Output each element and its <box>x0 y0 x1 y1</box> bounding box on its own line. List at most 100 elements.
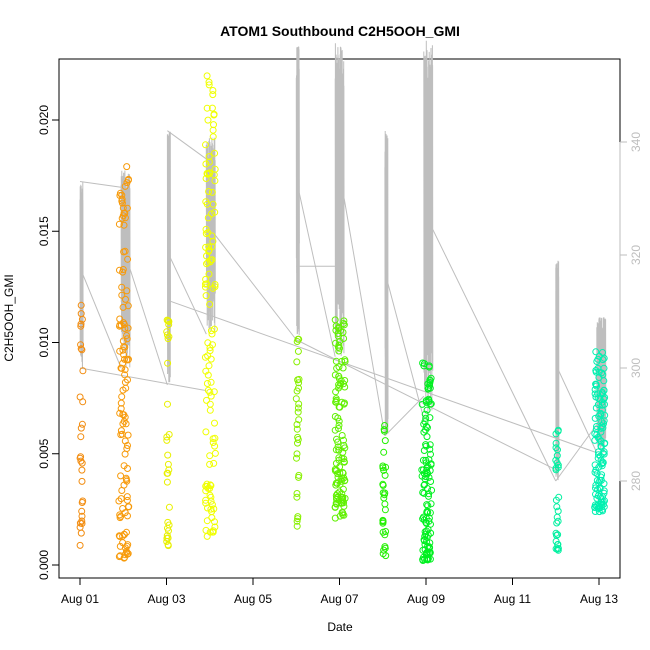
data-point <box>204 229 212 237</box>
data-point <box>293 517 301 525</box>
altitude-spikes <box>334 43 345 356</box>
data-point <box>420 481 428 489</box>
data-point <box>125 355 132 363</box>
data-point <box>598 369 606 377</box>
data-point <box>424 502 432 510</box>
data-point <box>424 543 432 551</box>
data-point <box>202 198 210 206</box>
data-point <box>427 450 434 458</box>
altitude-connector <box>555 424 598 482</box>
altitude-spikes <box>384 130 389 436</box>
data-point <box>422 441 430 449</box>
y2-axis: 280 300 320 340 <box>619 132 643 491</box>
data-point <box>76 541 84 549</box>
data-point <box>116 315 124 323</box>
data-point <box>203 170 211 177</box>
data-point <box>339 469 347 476</box>
data-point <box>380 494 388 502</box>
data-point <box>77 322 85 330</box>
data-point <box>205 243 213 251</box>
data-point <box>124 255 132 263</box>
data-point <box>124 503 132 511</box>
data-point <box>419 557 427 564</box>
data-point <box>206 400 214 408</box>
altitude-spikes <box>423 40 434 418</box>
altitude-spikes <box>555 260 560 481</box>
data-point <box>380 491 388 499</box>
data-point <box>210 325 218 333</box>
data-point <box>421 475 429 483</box>
data-point <box>595 502 603 510</box>
data-point <box>122 295 129 303</box>
data-point <box>121 214 129 222</box>
data-point <box>209 126 217 134</box>
data-point <box>206 388 214 396</box>
data-point <box>206 452 214 460</box>
x-tick-label: Aug 13 <box>580 592 618 606</box>
data-point <box>203 104 211 112</box>
data-point <box>596 483 604 491</box>
data-point <box>554 540 562 548</box>
data-point <box>554 517 562 525</box>
data-point <box>119 337 127 345</box>
data-point <box>121 450 129 458</box>
data-point <box>202 499 210 507</box>
data-point <box>76 519 84 527</box>
altitude-spikes <box>120 170 131 368</box>
data-point <box>211 434 219 442</box>
data-point <box>332 339 340 347</box>
data-point <box>123 163 131 171</box>
altitude-connector <box>298 192 336 357</box>
data-point <box>595 463 603 471</box>
data-point <box>206 169 214 177</box>
data-point <box>203 72 211 80</box>
data-point <box>592 425 600 433</box>
data-point <box>121 371 129 379</box>
data-point <box>119 212 127 220</box>
data-point <box>340 320 347 327</box>
data-point <box>294 404 302 412</box>
data-point <box>210 459 218 467</box>
data-point <box>209 91 217 99</box>
data-point <box>78 315 86 323</box>
data-point <box>600 420 607 428</box>
data-point <box>419 359 427 367</box>
data-point <box>164 451 172 459</box>
data-point <box>208 188 216 196</box>
data-point <box>381 437 389 445</box>
data-point <box>206 460 214 468</box>
data-point <box>419 456 427 464</box>
data-point <box>426 376 434 384</box>
data-point <box>425 473 433 481</box>
data-point <box>202 292 210 300</box>
data-point <box>334 490 341 498</box>
data-point <box>294 436 302 443</box>
data-point <box>124 176 132 184</box>
data-point <box>121 551 129 559</box>
data-point <box>425 492 432 500</box>
data-point <box>341 399 348 407</box>
data-point <box>295 384 302 392</box>
data-point <box>117 427 125 435</box>
data-point <box>293 493 301 501</box>
data-point <box>598 422 606 430</box>
data-point <box>552 444 560 452</box>
data-point <box>293 450 301 458</box>
data-point <box>124 512 131 520</box>
data-point <box>592 367 600 374</box>
data-point <box>115 497 123 505</box>
data-point <box>293 425 301 433</box>
data-point <box>206 258 214 266</box>
data-point <box>594 492 602 500</box>
data-point <box>76 523 84 531</box>
data-point <box>338 490 346 498</box>
data-point <box>335 454 343 462</box>
data-point <box>123 542 131 550</box>
data-point <box>421 410 429 418</box>
data-point <box>295 375 303 383</box>
data-point <box>205 188 213 195</box>
data-point <box>426 414 434 422</box>
data-point <box>295 379 303 387</box>
data-point <box>165 503 173 511</box>
